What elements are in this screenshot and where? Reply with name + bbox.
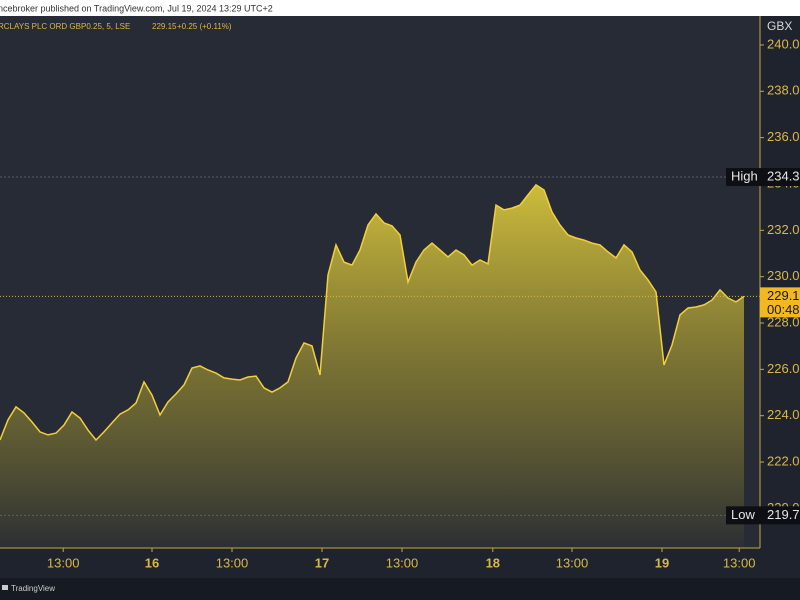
x-tick-label: 13:00 xyxy=(47,555,80,570)
x-tick-label: 17 xyxy=(315,555,329,570)
last-price-box xyxy=(760,287,800,318)
last-price: 229.15 xyxy=(152,22,177,31)
marker-value: 234.30 xyxy=(767,168,800,183)
y-axis-background xyxy=(760,16,800,548)
brand: TradingView xyxy=(11,584,55,593)
plot xyxy=(0,176,760,548)
marker-box xyxy=(726,506,800,525)
line xyxy=(0,183,745,442)
y-tick-label: 228.00 xyxy=(767,314,800,329)
x-tick-label: 13:00 xyxy=(723,555,756,570)
currency: GBX xyxy=(767,19,792,33)
x-tick-label: 19 xyxy=(655,555,669,570)
price-change: +0.25 (+0.11%) xyxy=(177,22,232,31)
y-tick-label: 236.00 xyxy=(767,129,800,144)
x-tick-label: 18 xyxy=(486,555,500,570)
footer-bar xyxy=(0,578,800,600)
header-bar xyxy=(0,0,800,16)
marker-name: High xyxy=(731,168,758,183)
area xyxy=(0,184,744,548)
y-tick-label: 226.00 xyxy=(767,361,800,376)
x-tick-label: 13:00 xyxy=(556,555,589,570)
y-tick-label: 240.00 xyxy=(767,36,800,51)
marker-value: 219.70 xyxy=(767,507,800,522)
y-tick-label: 238.00 xyxy=(767,83,800,98)
x-axis-background xyxy=(0,548,800,578)
x-tick-label: 13:00 xyxy=(216,555,249,570)
x-tick-label: 13:00 xyxy=(386,555,419,570)
marker-box xyxy=(726,168,800,187)
header-text: ncebroker published on TradingView.com, … xyxy=(0,3,273,13)
y-tick-label: 230.00 xyxy=(767,268,800,283)
last-price-value: 229.15 xyxy=(767,288,800,303)
marker-name: Low xyxy=(731,507,755,522)
symbol-title: RCLAYS PLC ORD GBP0.25, 5, LSE xyxy=(0,22,130,31)
x-tick-label: 16 xyxy=(145,555,159,570)
countdown: 00:48 xyxy=(767,302,800,317)
brand-logo xyxy=(2,585,8,590)
y-tick-label: 224.00 xyxy=(767,407,800,422)
y-tick-label: 222.00 xyxy=(767,453,800,468)
overlay: 220.00222.00224.00226.00228.00230.00232.… xyxy=(47,36,800,570)
y-tick-label: 232.00 xyxy=(767,222,800,237)
